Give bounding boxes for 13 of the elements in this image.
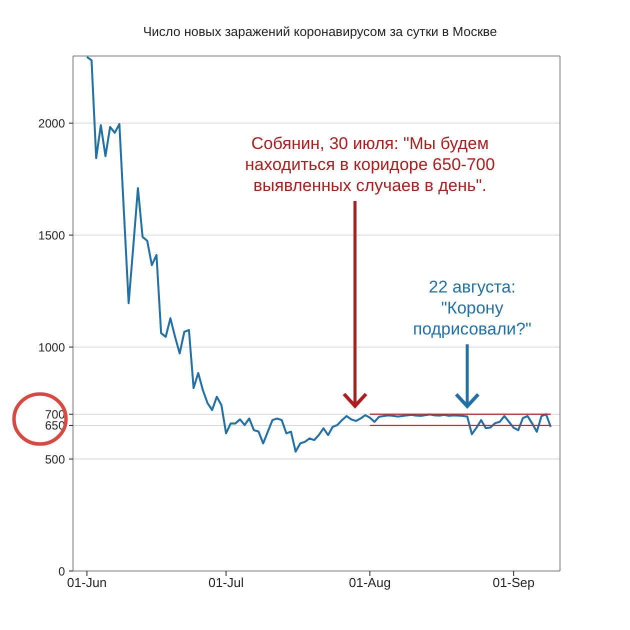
y-tick-label: 1500 — [38, 228, 66, 242]
annotation: Собянин, 30 июля: "Мы будем находиться в коридоре 650-700 выявленных случаев в день". — [245, 134, 495, 195]
x-tick-label: 01-Aug — [348, 575, 391, 590]
y-tick-label: 500 — [44, 452, 66, 466]
y-tick-label: 1000 — [38, 340, 66, 354]
chart-title: Число новых заражений коронавирусом за сутки в Москве — [143, 24, 497, 39]
line-series — [86, 56, 552, 453]
x-tick-label: 01-Jun — [67, 575, 107, 590]
annotation: 22 августа: "Корону подрисовали?" — [412, 277, 532, 338]
x-tick-label: 01-Sep — [492, 575, 535, 590]
y-tick-label: 0 — [58, 564, 66, 578]
y-tick-label: 2000 — [38, 116, 66, 130]
x-tick-label: 01-Jul — [208, 575, 244, 590]
